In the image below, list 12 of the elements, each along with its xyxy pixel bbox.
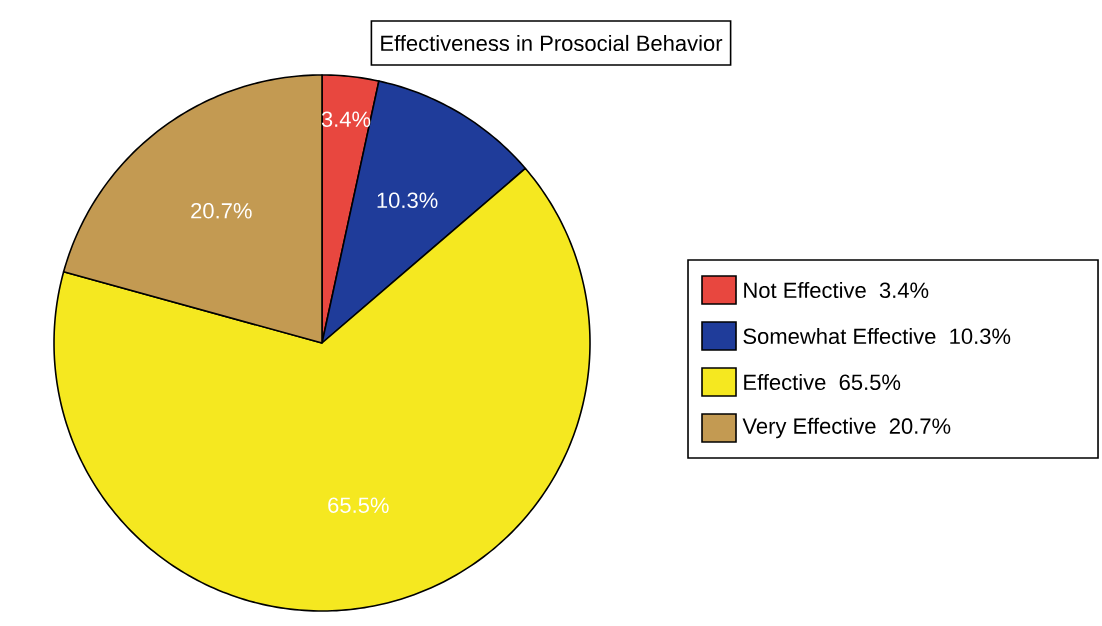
text: 65.5% [839,374,901,391]
text: 10.3% [950,328,1011,345]
data-label: 20.7% [191,203,252,219]
legend-label: Very Effective [742,417,876,439]
text: 3.4% [879,282,929,299]
chart-title: Effectiveness in Prosocial Behavior [381,34,723,52]
legend-label: Not Effective [744,281,866,299]
data-label: 65.5% [328,497,389,513]
legend-label: Somewhat Effective [743,327,936,345]
data-label: 10.3% [377,192,438,209]
text: 20.7% [889,418,951,434]
legend-label: Effective [744,373,826,391]
